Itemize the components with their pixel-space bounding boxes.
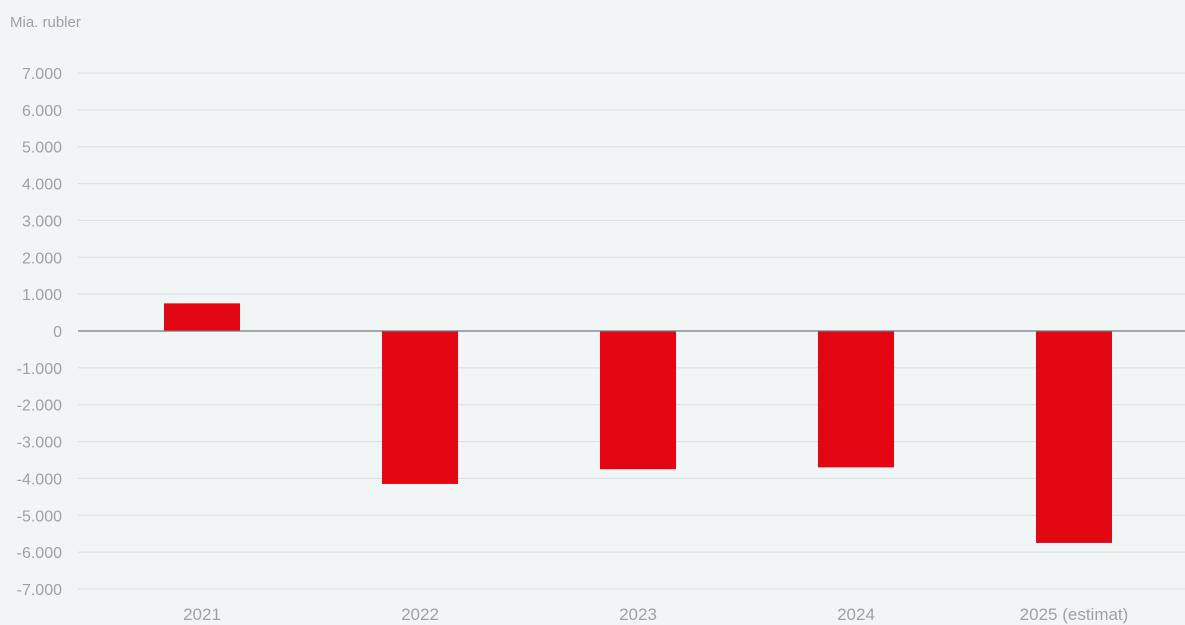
x-axis-labels: 2021 2022 2023 2024 2025 (estimat)	[183, 605, 1128, 624]
y-axis-ticks: 7.000 6.000 5.000 4.000 3.000 2.000 1.000 0 -1.0…	[17, 66, 62, 599]
grid-lines	[78, 72, 1185, 590]
x-category-label: 2024	[837, 605, 875, 624]
y-unit-label: Mia. rubler	[10, 14, 81, 31]
y-tick-label: 5.000	[22, 140, 62, 157]
y-tick-label: -1.000	[17, 361, 62, 378]
y-tick-label: -7.000	[17, 582, 62, 599]
x-category-label: 2025 (estimat)	[1020, 605, 1129, 624]
y-tick-label: 4.000	[22, 177, 62, 194]
x-category-label: 2021	[183, 605, 221, 624]
x-category-label: 2022	[401, 605, 439, 624]
bar	[818, 331, 894, 468]
y-tick-label: 7.000	[22, 66, 62, 83]
y-tick-label: -5.000	[17, 508, 62, 525]
bar	[600, 331, 676, 470]
y-tick-label: 0	[53, 324, 62, 341]
bar	[1036, 331, 1112, 543]
x-category-label: 2023	[619, 605, 657, 624]
bars	[164, 303, 1112, 543]
y-tick-label: -4.000	[17, 471, 62, 488]
y-tick-label: 1.000	[22, 287, 62, 304]
bar	[164, 303, 240, 331]
y-tick-label: -6.000	[17, 545, 62, 562]
y-tick-label: -2.000	[17, 398, 62, 415]
y-tick-label: -3.000	[17, 435, 62, 452]
y-tick-label: 6.000	[22, 103, 62, 120]
y-tick-label: 2.000	[22, 250, 62, 267]
y-tick-label: 3.000	[22, 213, 62, 230]
bar	[382, 331, 458, 484]
